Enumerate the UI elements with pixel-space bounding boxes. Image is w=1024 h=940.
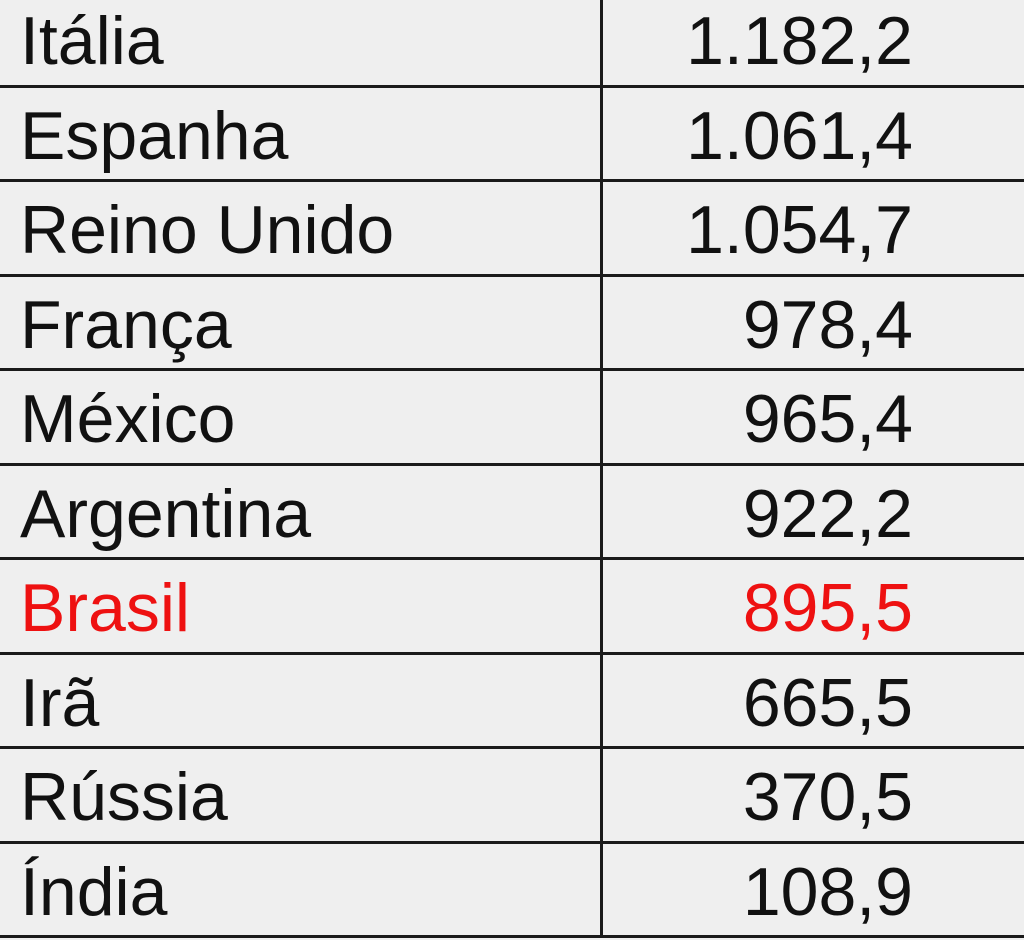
table-row: Espanha 1.061,4	[0, 87, 1024, 182]
value-cell: 1.061,4	[686, 97, 913, 174]
country-cell: Reino Unido	[0, 182, 603, 274]
country-cell: Brasil	[0, 560, 603, 652]
value-cell: 922,2	[742, 475, 913, 552]
table-row: Irã 665,5	[0, 654, 1024, 749]
table-row: México 965,4	[0, 371, 1024, 466]
country-cell: França	[0, 276, 603, 368]
table-row: Itália 1.182,2	[0, 0, 1024, 88]
value-cell: 965,4	[742, 381, 913, 457]
table-row: Argentina 922,2	[0, 465, 1024, 560]
table-row: França 978,4	[0, 276, 1024, 371]
table-row: Brasil 895,5	[0, 560, 1024, 655]
value-cell: 1.182,2	[686, 3, 913, 79]
table-row: Reino Unido 1.054,7	[0, 182, 1024, 277]
country-cell: Índia	[0, 843, 603, 935]
country-cell: Itália	[0, 0, 603, 85]
value-cell: 665,5	[742, 664, 913, 741]
country-cell: Rússia	[0, 749, 603, 841]
value-cell: 1.054,7	[686, 192, 913, 268]
value-cell: 978,4	[742, 286, 913, 363]
table-row: Rússia 370,5	[0, 749, 1024, 844]
country-cell: Espanha	[0, 87, 603, 179]
country-cell: México	[0, 371, 603, 463]
value-cell: 895,5	[742, 570, 913, 646]
country-cell: Argentina	[0, 465, 603, 557]
value-cell: 108,9	[742, 853, 913, 930]
value-cell: 370,5	[742, 759, 913, 835]
country-cell: Irã	[0, 654, 603, 746]
table-row: Índia 108,9	[0, 843, 1024, 938]
